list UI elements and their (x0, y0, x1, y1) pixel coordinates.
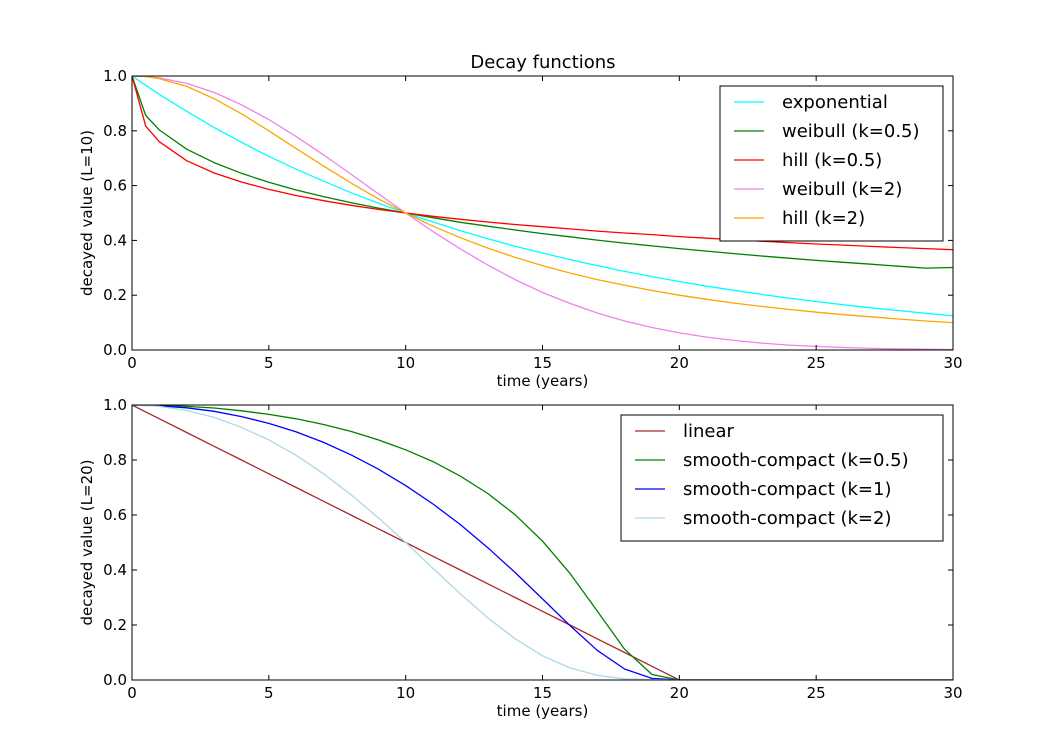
y-tick-label: 0.6 (103, 177, 127, 195)
series-line-5 (132, 76, 953, 324)
y-tick-label: 0.4 (103, 231, 127, 249)
x-tick-label: 5 (264, 354, 274, 372)
y-tick-label: 0.2 (103, 616, 127, 634)
y-axis-label: decayed value (L=20) (78, 459, 96, 625)
legend-label: linear (683, 421, 735, 442)
bottom-panel: 0 5 10 15 20 25 30 0.0 0.2 0.4 0.6 0.8 1.0 time (year… (78, 396, 963, 720)
y-tick-label: 0.0 (103, 341, 127, 359)
chart-title: Decay functions (470, 52, 615, 73)
series-line-3 (132, 76, 953, 251)
legend-label: weibull (k=0.5) (782, 121, 920, 142)
legend-label: exponential (782, 92, 888, 113)
x-tick-label: 10 (396, 684, 415, 702)
x-tick-label: 0 (127, 684, 137, 702)
top-panel: 0 5 10 15 20 25 30 0.0 0.2 0.4 0.6 0.8 1.0 time (year… (78, 67, 963, 390)
legend-label: hill (k=2) (782, 208, 865, 229)
x-tick-label: 15 (533, 354, 552, 372)
x-tick-label: 20 (670, 354, 689, 372)
legend-label: smooth-compact (k=1) (683, 479, 891, 500)
y-tick-label: 1.0 (103, 67, 127, 85)
series-lines (132, 405, 953, 680)
legend-box (620, 414, 944, 542)
series-line-2 (132, 405, 953, 680)
legend-label: smooth-compact (k=0.5) (683, 450, 909, 471)
series-lines (132, 76, 953, 350)
legend: exponential weibull (k=0.5) hill (k=0.5) we… (719, 85, 944, 242)
series-line-1 (132, 405, 953, 680)
x-tick-label: 5 (264, 684, 274, 702)
y-tick-label: 0.8 (103, 451, 127, 469)
y-tick-label: 1.0 (103, 396, 127, 414)
x-tick-label: 25 (807, 354, 826, 372)
x-tick-label: 0 (127, 354, 137, 372)
x-tick-label: 15 (533, 684, 552, 702)
x-tick-label: 10 (396, 354, 415, 372)
y-tick-label: 0.2 (103, 286, 127, 304)
series-line-3 (132, 405, 953, 680)
x-tick-label: 25 (807, 684, 826, 702)
legend-label: smooth-compact (k=2) (683, 508, 891, 529)
series-line-4 (132, 76, 953, 350)
y-tick-label: 0.6 (103, 506, 127, 524)
x-tick-label: 20 (670, 684, 689, 702)
legend: linear smooth-compact (k=0.5) smooth-compa… (620, 414, 944, 542)
series-line-4 (132, 405, 953, 680)
x-tick-label: 30 (943, 354, 962, 372)
y-tick-label: 0.4 (103, 561, 127, 579)
y-tick-label: 0.0 (103, 671, 127, 689)
x-axis-label: time (years) (497, 702, 589, 720)
legend-box (719, 85, 944, 242)
x-tick-label: 30 (943, 684, 962, 702)
legend-label: hill (k=0.5) (782, 150, 882, 171)
x-axis-label: time (years) (497, 372, 589, 390)
y-tick-label: 0.8 (103, 122, 127, 140)
series-line-1 (132, 76, 953, 317)
y-axis-label: decayed value (L=10) (78, 130, 96, 296)
series-line-2 (132, 76, 953, 269)
legend-label: weibull (k=2) (782, 179, 902, 200)
